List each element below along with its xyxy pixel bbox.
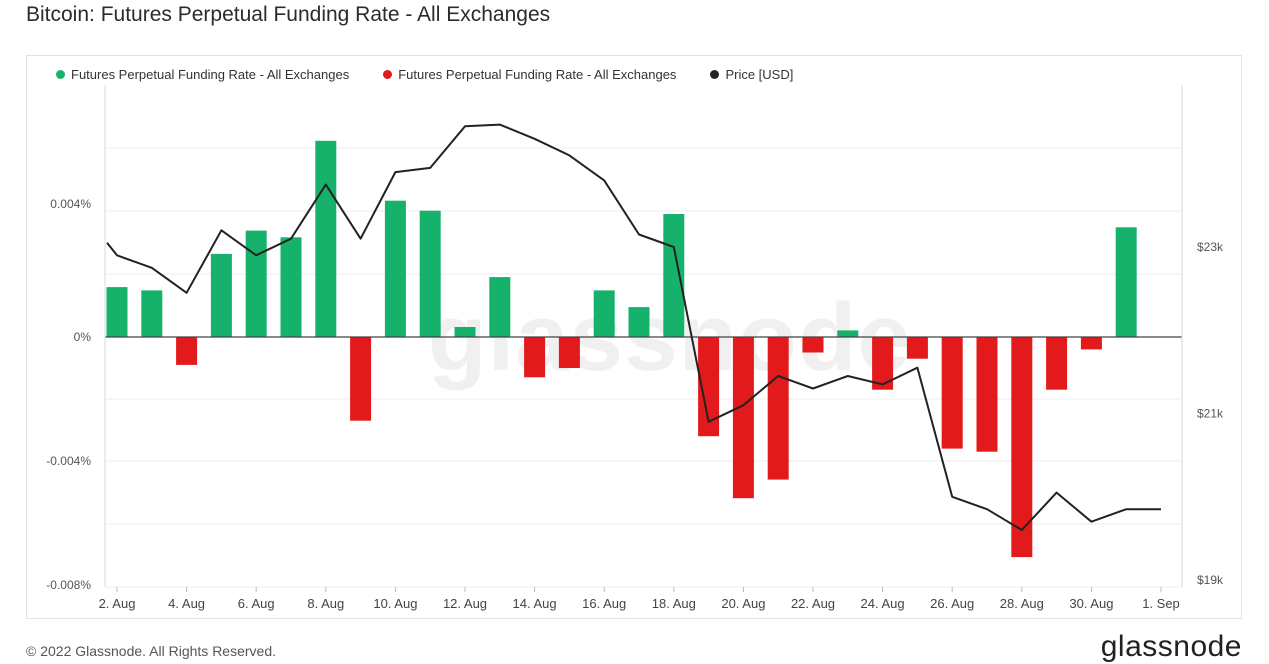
funding-bar-negative[interactable]	[698, 337, 720, 437]
funding-bar-positive[interactable]	[489, 277, 511, 337]
funding-bar-positive[interactable]	[210, 253, 232, 337]
funding-rate-bars	[106, 140, 1137, 558]
x-tick-label: 8. Aug	[307, 596, 344, 611]
funding-bar-negative[interactable]	[872, 337, 894, 390]
funding-bar-negative[interactable]	[802, 337, 824, 353]
funding-bar-negative[interactable]	[767, 337, 789, 480]
funding-bar-positive[interactable]	[593, 290, 615, 337]
x-tick-label: 14. Aug	[513, 596, 557, 611]
funding-bar-positive[interactable]	[454, 327, 476, 337]
funding-bar-positive[interactable]	[384, 200, 406, 337]
copyright-text: © 2022 Glassnode. All Rights Reserved.	[26, 643, 277, 659]
x-tick-label: 10. Aug	[373, 596, 417, 611]
brand-logo: glassnode	[1100, 630, 1242, 663]
y-right-tick-label: $21k	[1197, 407, 1224, 421]
legend-item-price[interactable]: Price [USD]	[710, 67, 793, 82]
funding-bar-negative[interactable]	[176, 337, 198, 365]
funding-bar-positive[interactable]	[837, 330, 859, 337]
y-right-tick-label: $19k	[1197, 573, 1224, 587]
price-line[interactable]	[106, 123, 1161, 531]
x-tick-label: 26. Aug	[930, 596, 974, 611]
legend-dot-black	[710, 70, 720, 79]
chart-legend: Futures Perpetual Funding Rate - All Exc…	[56, 67, 793, 82]
x-tick-label: 24. Aug	[861, 596, 905, 611]
y-right-tick-label: $23k	[1197, 240, 1224, 254]
x-tick-label: 20. Aug	[721, 596, 765, 611]
funding-bar-negative[interactable]	[524, 337, 546, 378]
funding-bar-positive[interactable]	[663, 214, 685, 337]
funding-bar-positive[interactable]	[245, 230, 267, 337]
funding-bar-positive[interactable]	[628, 307, 650, 337]
legend-item-positive-funding[interactable]: Futures Perpetual Funding Rate - All Exc…	[56, 67, 349, 82]
legend-dot-green	[56, 70, 65, 79]
x-tick-label: 28. Aug	[1000, 596, 1044, 611]
funding-bar-positive[interactable]	[1115, 227, 1137, 337]
funding-bar-negative[interactable]	[1080, 337, 1102, 350]
funding-bar-negative[interactable]	[976, 337, 998, 452]
funding-bar-positive[interactable]	[315, 140, 337, 337]
y-left-tick-label: 0.004%	[50, 197, 91, 211]
y-left-tick-label: -0.008%	[46, 578, 91, 592]
x-tick-label: 2. Aug	[99, 596, 136, 611]
funding-bar-negative[interactable]	[350, 337, 372, 421]
x-tick-label: 6. Aug	[238, 596, 275, 611]
chart-panel	[26, 55, 1242, 619]
x-tick-label: 16. Aug	[582, 596, 626, 611]
funding-bar-negative[interactable]	[558, 337, 580, 368]
funding-bar-negative[interactable]	[1011, 337, 1033, 558]
funding-bar-negative[interactable]	[1046, 337, 1068, 390]
x-tick-label: 30. Aug	[1069, 596, 1113, 611]
y-left-tick-label: -0.004%	[46, 454, 91, 468]
x-tick-label: 4. Aug	[168, 596, 205, 611]
x-tick-label: 22. Aug	[791, 596, 835, 611]
funding-bar-positive[interactable]	[280, 237, 302, 338]
funding-bar-negative[interactable]	[732, 337, 754, 499]
grid-lines	[105, 147, 1182, 588]
x-tick-label: 12. Aug	[443, 596, 487, 611]
x-tick-label: 1. Sep	[1142, 596, 1180, 611]
y-left-tick-label: 0%	[74, 330, 92, 344]
legend-label: Price [USD]	[725, 67, 794, 82]
legend-dot-red	[383, 70, 393, 79]
legend-item-negative-funding[interactable]: Futures Perpetual Funding Rate - All Exc…	[383, 67, 676, 82]
funding-bar-positive[interactable]	[141, 290, 163, 337]
legend-label: Futures Perpetual Funding Rate - All Exc…	[71, 67, 350, 82]
x-tick-label: 18. Aug	[652, 596, 696, 611]
funding-bar-positive[interactable]	[419, 210, 441, 337]
legend-label: Futures Perpetual Funding Rate - All Exc…	[398, 67, 677, 82]
funding-bar-negative[interactable]	[906, 337, 928, 359]
price-line-group	[106, 123, 1161, 531]
funding-bar-positive[interactable]	[106, 287, 128, 337]
axes: 0.004% 0% -0.004% -0.008% $23k $21k $19k 2. Aug…	[46, 85, 1224, 611]
funding-bar-negative[interactable]	[941, 337, 963, 449]
page-title: Bitcoin: Futures Perpetual Funding Rate …	[26, 3, 551, 26]
